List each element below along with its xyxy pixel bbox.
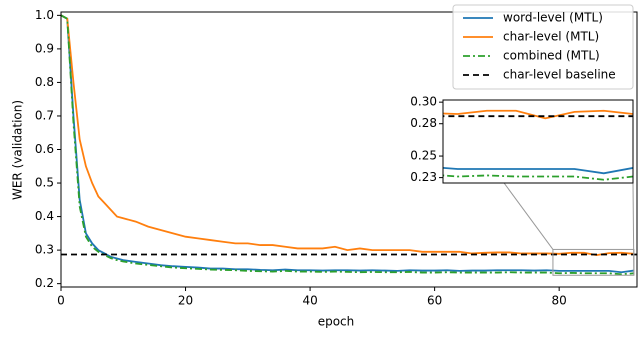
series-line bbox=[61, 14, 634, 276]
y-tick-label: 0.7 bbox=[35, 108, 54, 122]
inset-y-tick-label: 0.30 bbox=[410, 95, 437, 109]
y-tick-label: 0.6 bbox=[35, 142, 54, 156]
inset-frame bbox=[442, 99, 634, 184]
x-tick-label: 60 bbox=[427, 294, 442, 308]
legend-label: char-level (MTL) bbox=[503, 30, 599, 44]
x-tick-label: 20 bbox=[178, 294, 193, 308]
y-tick-label: 0.8 bbox=[35, 75, 54, 89]
y-tick-label: 1.0 bbox=[35, 8, 54, 22]
legend-box bbox=[452, 4, 634, 90]
inset-y-tick-label: 0.25 bbox=[410, 149, 437, 163]
main-lines bbox=[61, 14, 637, 276]
series-line bbox=[61, 14, 635, 274]
inset-y-tick-label: 0.23 bbox=[410, 170, 437, 184]
y-tick-label: 0.5 bbox=[35, 176, 54, 190]
x-tick-label: 80 bbox=[552, 294, 567, 308]
legend-label: char-level baseline bbox=[503, 68, 616, 82]
series-line bbox=[61, 14, 634, 257]
legend-label: combined (MTL) bbox=[503, 49, 600, 63]
x-tick-label: 40 bbox=[302, 294, 317, 308]
x-tick-label: 0 bbox=[57, 294, 65, 308]
inset-y-tick-label: 0.28 bbox=[410, 116, 437, 130]
x-axis-label: epoch bbox=[318, 315, 355, 329]
y-tick-label: 0.2 bbox=[35, 276, 54, 290]
y-tick-label: 0.4 bbox=[35, 209, 54, 223]
zoom-connector bbox=[632, 182, 635, 276]
legend-label: word-level (MTL) bbox=[503, 11, 603, 25]
y-tick-label: 0.3 bbox=[35, 243, 54, 257]
y-axis-label: WER (validation) bbox=[11, 100, 25, 200]
y-tick-label: 0.9 bbox=[35, 41, 54, 55]
